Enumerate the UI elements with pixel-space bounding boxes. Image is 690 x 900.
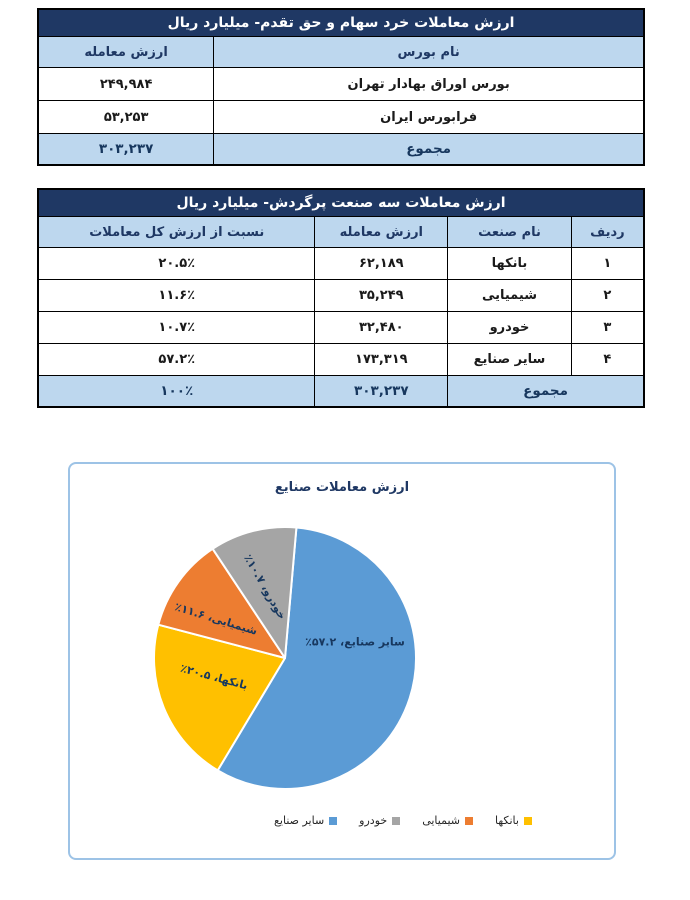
legend-swatch-icon [523, 816, 532, 825]
trade-value: ۵۳,۲۵۳ [37, 100, 215, 134]
retail-trades-table: ارزش معاملات خرد سهام و حق تقدم- میلیارد… [37, 8, 645, 166]
total-label: مجموع [213, 133, 645, 166]
total-share: ۱۰۰٪ [37, 375, 316, 408]
top-industries-table: ارزش معاملات سه صنعت پرگردش- میلیارد ریا… [37, 188, 645, 408]
industry-name: شیمیایی [447, 279, 572, 312]
pie-chart-panel: ارزش معاملات صنایع سایر صنایع، ۵۷.۲٪ بانک… [68, 462, 616, 860]
pie-slice-1 [153, 623, 286, 772]
trade-value: ۶۲,۱۸۹ [314, 247, 449, 280]
pie-chart [153, 526, 417, 790]
table-row: بورس اوراق بهادار تهران ۲۴۹,۹۸۴ [37, 67, 645, 101]
row-number: ۳ [570, 311, 645, 344]
legend-label: خودرو [359, 814, 388, 827]
trade-value: ۱۷۳,۳۱۹ [314, 343, 449, 376]
table-row: ۴ سایر صنایع ۱۷۳,۳۱۹ ۵۷.۲٪ [37, 343, 645, 376]
table2-col-industry-name: نام صنعت [447, 216, 572, 248]
table-row: ۱ بانکها ۶۲,۱۸۹ ۲۰.۵٪ [37, 247, 645, 280]
legend-item: بانکها [495, 814, 532, 827]
total-value: ۳۰۳,۲۳۷ [37, 133, 215, 166]
legend-label: شیمیایی [422, 814, 460, 827]
table2-header-row: ردیف نام صنعت ارزش معامله نسبت از ارزش ک… [37, 216, 645, 248]
legend-swatch-icon [464, 816, 473, 825]
trade-value: ۳۲,۴۸۰ [314, 311, 449, 344]
table-row: ۳ خودرو ۳۲,۴۸۰ ۱۰.۷٪ [37, 311, 645, 344]
pie-slice-3 [211, 526, 298, 659]
trade-value: ۲۴۹,۹۸۴ [37, 67, 215, 101]
table2-col-trade-value: ارزش معامله [314, 216, 449, 248]
table1-col-exchange-name: نام بورس [213, 36, 645, 68]
row-number: ۴ [570, 343, 645, 376]
chart-title: ارزش معاملات صنایع [274, 480, 410, 495]
trade-value: ۳۵,۲۴۹ [314, 279, 449, 312]
table1-total-row: مجموع ۳۰۳,۲۳۷ [37, 133, 645, 166]
table-row: ۲ شیمیایی ۳۵,۲۴۹ ۱۱.۶٪ [37, 279, 645, 312]
table2-col-share: نسبت از ارزش کل معاملات [37, 216, 316, 248]
legend-label: بانکها [494, 814, 519, 827]
row-number: ۱ [570, 247, 645, 280]
legend-label: سایر صنایع [274, 814, 325, 827]
table2-col-row-number: ردیف [570, 216, 645, 248]
pie-slice-0 [216, 526, 417, 790]
pie-slice-2 [157, 547, 286, 659]
table2-title-row: ارزش معاملات سه صنعت پرگردش- میلیارد ریا… [37, 188, 645, 217]
total-label: مجموع [447, 375, 645, 408]
table1-title-row: ارزش معاملات خرد سهام و حق تقدم- میلیارد… [37, 8, 645, 37]
table2-total-row: مجموع ۳۰۳,۲۳۷ ۱۰۰٪ [37, 375, 645, 408]
legend-item: شیمیایی [422, 814, 473, 827]
exchange-name: فرابورس ایران [213, 100, 645, 134]
table1-header-row: نام بورس ارزش معامله [37, 36, 645, 68]
share-percent: ۱۰.۷٪ [37, 311, 316, 344]
row-number: ۲ [570, 279, 645, 312]
total-value: ۳۰۳,۲۳۷ [314, 375, 449, 408]
legend-swatch-icon [329, 816, 338, 825]
industry-name: بانکها [447, 247, 572, 280]
industry-name: خودرو [447, 311, 572, 344]
chart-legend: بانکها شیمیایی خودرو سایر صنایع [192, 814, 614, 827]
legend-swatch-icon [392, 816, 401, 825]
legend-item: سایر صنایع [274, 814, 338, 827]
share-percent: ۲۰.۵٪ [37, 247, 316, 280]
legend-item: خودرو [359, 814, 401, 827]
table1-title: ارزش معاملات خرد سهام و حق تقدم- میلیارد… [37, 8, 645, 37]
table2-title: ارزش معاملات سه صنعت پرگردش- میلیارد ریا… [37, 188, 645, 217]
industry-name: سایر صنایع [447, 343, 572, 376]
table-row: فرابورس ایران ۵۳,۲۵۳ [37, 100, 645, 134]
share-percent: ۵۷.۲٪ [37, 343, 316, 376]
share-percent: ۱۱.۶٪ [37, 279, 316, 312]
table1-col-trade-value: ارزش معامله [37, 36, 215, 68]
exchange-name: بورس اوراق بهادار تهران [213, 67, 645, 101]
